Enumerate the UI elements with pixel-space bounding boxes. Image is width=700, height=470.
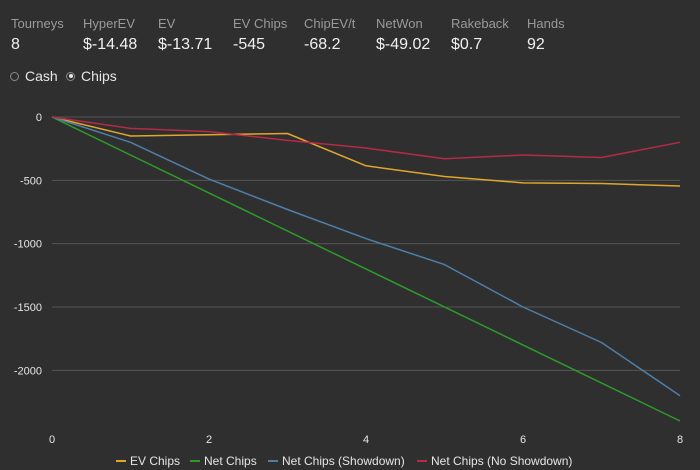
chip-graph: 0 -500 -1000 -1500 -2000 0 2 4 6 8 EV Chips Net C… <box>14 112 683 468</box>
stat-ev: EV $-13.71 <box>158 16 212 56</box>
stat-label: EV <box>158 16 176 31</box>
y-tick-label: -1000 <box>14 239 42 251</box>
y-axis-ticks: 0 -500 -1000 -1500 -2000 <box>14 112 42 377</box>
x-tick-label: 4 <box>363 434 369 446</box>
stat-chipev-per-tourney: ChipEV/t -68.2 <box>304 16 355 56</box>
radio-cash[interactable]: Cash <box>10 68 58 84</box>
series-line-3 <box>51 116 681 160</box>
stat-label: Rakeback <box>451 16 509 31</box>
series-lines <box>51 116 681 422</box>
x-tick-label: 8 <box>677 434 683 446</box>
x-axis-ticks: 0 2 4 6 8 <box>49 434 683 446</box>
stat-hyperev: HyperEV $-14.48 <box>83 16 137 56</box>
stat-value: $0.7 <box>451 36 483 53</box>
legend[interactable]: EV Chips Net Chips Net Chips (Showdown) Net… <box>116 454 572 468</box>
stat-value: -68.2 <box>304 36 341 53</box>
legend-label: Net Chips <box>204 454 257 468</box>
radio-chips-label: Chips <box>81 68 117 84</box>
y-tick-label: 0 <box>36 112 42 124</box>
stat-label: NetWon <box>376 16 423 31</box>
legend-label: EV Chips <box>130 454 180 468</box>
legend-item-3[interactable]: Net Chips (No Showdown) <box>417 454 572 468</box>
stat-value: -545 <box>233 36 266 53</box>
radio-unchecked-icon[interactable] <box>10 71 19 81</box>
series-line-1 <box>51 116 681 422</box>
series-line-2 <box>51 116 681 397</box>
stat-label: Tourneys <box>11 16 64 31</box>
x-tick-label: 0 <box>49 434 55 446</box>
stat-value: 92 <box>527 36 545 53</box>
legend-item-2[interactable]: Net Chips (Showdown) <box>268 454 405 468</box>
legend-label: Net Chips (No Showdown) <box>431 454 572 468</box>
stat-label: ChipEV/t <box>304 16 356 31</box>
x-tick-label: 2 <box>206 434 212 446</box>
legend-item-0[interactable]: EV Chips <box>116 454 180 468</box>
stat-hands: Hands 92 <box>527 16 565 56</box>
series-line-0 <box>51 116 681 187</box>
y-tick-label: -500 <box>20 175 42 187</box>
stat-label: EV Chips <box>233 16 288 31</box>
y-tick-label: -2000 <box>14 365 42 377</box>
stat-label: Hands <box>527 16 565 31</box>
radio-chips[interactable]: Chips <box>66 68 117 84</box>
stat-value: $-13.71 <box>158 36 213 53</box>
stat-label: HyperEV <box>83 16 136 31</box>
stat-tourneys: Tourneys 8 <box>11 16 64 56</box>
stat-netwon: NetWon $-49.02 <box>376 16 430 56</box>
radio-checked-icon[interactable] <box>66 71 75 81</box>
radio-cash-label: Cash <box>25 68 58 84</box>
grid-lines <box>52 116 680 371</box>
stat-value: $-14.48 <box>83 36 138 53</box>
stat-ev-chips: EV Chips -545 <box>233 16 287 56</box>
legend-item-1[interactable]: Net Chips <box>190 454 257 468</box>
y-tick-label: -1500 <box>14 302 42 314</box>
legend-label: Net Chips (Showdown) <box>282 454 405 468</box>
stats-bar: Tourneys 8 HyperEV $-14.48 EV $-13.71 EV… <box>0 0 700 60</box>
stat-value: 8 <box>11 36 20 53</box>
x-tick-label: 6 <box>520 434 526 446</box>
stat-value: $-49.02 <box>376 36 431 53</box>
stat-rakeback: Rakeback $0.7 <box>451 16 509 56</box>
